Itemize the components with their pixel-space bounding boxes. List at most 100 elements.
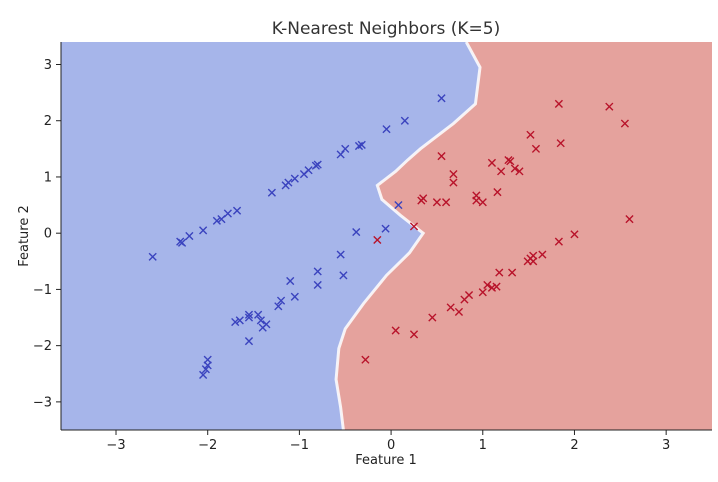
y-tick-label: −3 bbox=[33, 395, 52, 410]
point-class-0-17 bbox=[336, 150, 345, 159]
x-ticks: −3 −2 −1 0 1 2 3 bbox=[106, 430, 670, 453]
point-class-0-28 bbox=[339, 271, 348, 280]
x-tick-label: −2 bbox=[198, 438, 217, 453]
point-class-0-39 bbox=[254, 310, 263, 319]
point-class-1-10 bbox=[515, 167, 524, 176]
point-class-1-32 bbox=[529, 257, 538, 266]
point-class-1-18 bbox=[432, 198, 442, 207]
point-class-1-2 bbox=[620, 119, 629, 128]
point-class-0-9 bbox=[267, 188, 276, 197]
point-class-1-1 bbox=[605, 102, 614, 111]
y-tick-label: −1 bbox=[33, 283, 52, 298]
point-class-0-27 bbox=[336, 250, 345, 259]
x-tick-label: −1 bbox=[290, 438, 309, 453]
y-tick-label: 3 bbox=[44, 58, 52, 73]
point-class-1-41 bbox=[446, 303, 455, 312]
point-class-0-21 bbox=[382, 125, 391, 134]
point-class-1-7 bbox=[487, 158, 497, 167]
point-class-1-3 bbox=[526, 130, 535, 139]
point-class-1-43 bbox=[428, 313, 437, 322]
point-class-1-6 bbox=[437, 152, 446, 161]
point-class-0-35 bbox=[231, 317, 240, 327]
point-class-0-18 bbox=[341, 144, 350, 153]
point-class-0-8 bbox=[232, 206, 242, 215]
point-class-1-33 bbox=[495, 268, 504, 277]
point-class-0-4 bbox=[199, 226, 208, 235]
point-class-1-24 bbox=[409, 222, 419, 231]
y-tick-label: 2 bbox=[44, 114, 52, 129]
point-class-1-5 bbox=[531, 144, 541, 153]
point-class-0-24 bbox=[394, 200, 403, 210]
point-class-0-33 bbox=[276, 296, 286, 305]
x-tick-label: 1 bbox=[479, 438, 487, 453]
point-class-1-27 bbox=[554, 237, 563, 246]
point-class-1-0 bbox=[554, 99, 563, 108]
point-class-1-26 bbox=[373, 235, 382, 245]
point-class-0-42 bbox=[262, 320, 271, 329]
point-class-1-20 bbox=[472, 196, 481, 205]
point-class-1-45 bbox=[409, 330, 419, 339]
point-class-0-31 bbox=[286, 276, 295, 286]
point-class-1-37 bbox=[492, 282, 501, 291]
point-class-1-15 bbox=[493, 188, 502, 197]
axes: −3 −2 −1 0 1 2 3 −3 −2 −1 0 1 2 3 bbox=[33, 42, 712, 453]
point-class-0-37 bbox=[244, 310, 254, 319]
x-axis-label: Feature 1 bbox=[355, 453, 417, 468]
point-class-1-17 bbox=[417, 196, 426, 205]
point-class-0-34 bbox=[274, 302, 283, 311]
x-tick-label: 2 bbox=[570, 438, 578, 453]
point-class-1-38 bbox=[478, 288, 487, 297]
point-class-0-26 bbox=[352, 227, 361, 237]
point-class-1-14 bbox=[449, 178, 458, 187]
point-class-1-42 bbox=[454, 307, 464, 317]
point-class-0-25 bbox=[381, 224, 390, 233]
point-class-1-34 bbox=[508, 268, 517, 277]
point-class-0-22 bbox=[400, 116, 409, 125]
decision-boundary bbox=[334, 42, 482, 430]
point-class-1-23 bbox=[625, 215, 634, 224]
point-class-1-12 bbox=[497, 167, 506, 176]
x-tick-label: 3 bbox=[662, 438, 670, 453]
point-class-0-3 bbox=[185, 231, 194, 241]
point-class-0-16 bbox=[313, 160, 322, 169]
y-tick-label: −2 bbox=[33, 339, 52, 354]
point-class-1-11 bbox=[510, 164, 519, 173]
point-class-1-28 bbox=[538, 250, 547, 259]
point-class-0-32 bbox=[290, 292, 299, 301]
y-ticks: −3 −2 −1 0 1 2 3 bbox=[33, 58, 61, 410]
point-class-0-40 bbox=[256, 316, 265, 325]
decision-region-class-1 bbox=[336, 42, 712, 430]
point-class-0-6 bbox=[217, 215, 226, 224]
y-tick-label: 0 bbox=[44, 227, 52, 242]
point-class-1-13 bbox=[449, 170, 458, 179]
point-class-0-38 bbox=[244, 313, 254, 322]
point-class-0-36 bbox=[235, 316, 244, 325]
point-class-0-47 bbox=[199, 370, 208, 379]
point-class-1-4 bbox=[556, 139, 565, 148]
point-class-0-0 bbox=[148, 252, 157, 261]
point-class-0-7 bbox=[223, 209, 232, 218]
point-class-0-30 bbox=[313, 280, 322, 290]
scatter-points bbox=[148, 94, 634, 379]
point-class-1-9 bbox=[506, 157, 515, 166]
point-class-1-22 bbox=[442, 198, 451, 207]
point-class-0-23 bbox=[437, 94, 446, 103]
point-class-1-46 bbox=[361, 355, 370, 364]
point-class-0-43 bbox=[244, 337, 254, 346]
point-class-1-35 bbox=[483, 280, 492, 290]
point-class-0-2 bbox=[177, 238, 187, 247]
y-tick-label: 1 bbox=[44, 170, 52, 185]
y-axis-label: Feature 2 bbox=[17, 205, 32, 267]
plot-area bbox=[61, 42, 712, 430]
point-class-0-12 bbox=[290, 174, 299, 183]
point-class-0-5 bbox=[212, 216, 221, 225]
point-class-0-11 bbox=[284, 178, 293, 187]
x-tick-label: −3 bbox=[106, 438, 125, 453]
point-class-1-40 bbox=[460, 295, 469, 304]
point-class-1-21 bbox=[478, 198, 487, 207]
point-class-0-14 bbox=[304, 166, 313, 175]
point-class-1-25 bbox=[570, 230, 579, 239]
point-class-0-20 bbox=[357, 140, 366, 149]
chart-title: K-Nearest Neighbors (K=5) bbox=[272, 19, 500, 39]
